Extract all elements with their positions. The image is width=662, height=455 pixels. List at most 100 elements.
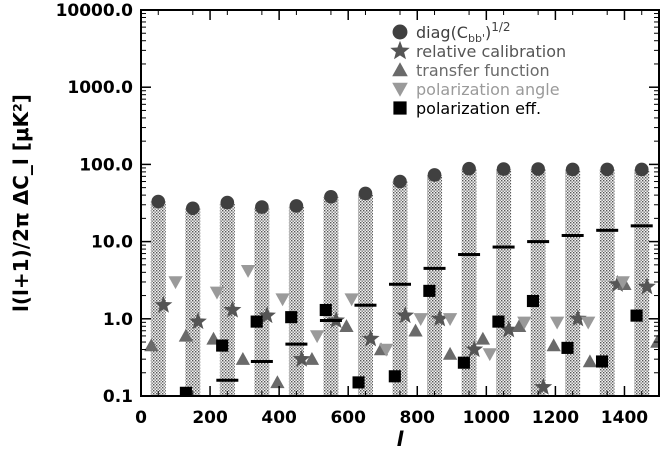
- circle-marker: [427, 168, 442, 182]
- x-tick-label: 1400: [601, 408, 648, 428]
- square-marker: [526, 294, 540, 308]
- y-tick-label: 1000.0: [67, 78, 133, 98]
- dash-marker: [250, 359, 273, 363]
- error-band-bar: [288, 205, 304, 396]
- circle-marker: [185, 201, 200, 216]
- legend-triangle-down-icon: [392, 82, 408, 97]
- circle-marker: [289, 199, 304, 213]
- legend-label: polarization eff.: [416, 99, 541, 118]
- triangle-down-marker: [344, 293, 359, 307]
- error-band-bar: [530, 169, 546, 396]
- star-marker: [292, 349, 311, 367]
- triangle-down-marker: [209, 286, 225, 300]
- star-marker: [361, 329, 380, 347]
- x-axis-label: l: [397, 427, 405, 451]
- square-marker: [423, 284, 436, 297]
- triangle-up-marker: [442, 346, 458, 360]
- y-tick-label: 0.1: [103, 387, 133, 407]
- dash-marker: [354, 303, 377, 307]
- x-tick-label: 0: [135, 408, 147, 428]
- x-tick-label: 800: [400, 408, 436, 428]
- x-tick-label: 200: [192, 408, 228, 428]
- y-tick-label: 10000.0: [56, 1, 134, 21]
- triangle-down-marker: [275, 293, 290, 307]
- circle-marker: [255, 200, 269, 214]
- legend-circle-icon: [392, 24, 408, 40]
- triangle-down-marker: [482, 348, 497, 362]
- axes-layer: 0 200 400 600 800 1000 1200 1400 0.1 1.0 10.0 100.0…: [56, 1, 659, 428]
- square-marker: [457, 356, 470, 369]
- triangle-down-marker: [168, 276, 183, 290]
- star-marker: [465, 340, 484, 358]
- legend-square-icon: [393, 101, 407, 115]
- triangle-down-marker: [615, 276, 630, 290]
- square-marker: [492, 315, 505, 328]
- dash-marker: [216, 378, 239, 382]
- x-tick-label: 1000: [463, 408, 510, 428]
- circle-marker: [496, 162, 511, 176]
- star-marker: [154, 295, 173, 313]
- x-tick-label: 600: [330, 408, 366, 428]
- square-marker: [216, 339, 229, 352]
- star-marker: [189, 312, 207, 330]
- square-marker: [352, 376, 365, 389]
- star-marker: [396, 306, 415, 324]
- dash-marker: [630, 224, 653, 228]
- star-marker: [223, 300, 242, 318]
- data-points-layer: [144, 161, 659, 396]
- error-band-bar: [461, 168, 477, 396]
- circle-marker: [220, 195, 235, 210]
- error-band-bar: [565, 169, 581, 396]
- error-band-bar: [219, 202, 235, 396]
- error-band-bar: [323, 196, 339, 396]
- error-band-bar: [254, 207, 270, 396]
- y-tick-label: 10.0: [91, 233, 133, 253]
- dash-marker: [561, 233, 584, 237]
- triangle-up-marker: [178, 328, 194, 342]
- square-marker: [179, 386, 192, 396]
- triangle-up-marker: [235, 352, 251, 365]
- triangle-up-marker: [304, 352, 320, 365]
- dash-marker: [389, 282, 411, 286]
- circle-marker: [462, 161, 476, 176]
- y-axis-label: l(l+1)/2π ΔC_l [μK²]: [9, 94, 33, 312]
- circle-marker: [151, 194, 166, 209]
- dash-marker: [596, 228, 619, 232]
- circle-marker: [531, 162, 545, 176]
- star-marker: [534, 377, 553, 395]
- error-band-bar: [392, 181, 408, 396]
- legend-label: relative calibration: [416, 42, 566, 61]
- x-tick-label: 1200: [532, 408, 579, 428]
- error-band-bar: [357, 193, 373, 396]
- star-marker: [430, 309, 449, 327]
- dash-marker: [285, 342, 308, 346]
- triangle-up-marker: [582, 354, 598, 368]
- square-marker: [285, 311, 298, 324]
- dash-marker: [492, 245, 515, 249]
- legend-triangle-up-icon: [392, 62, 408, 77]
- triangle-down-marker: [442, 313, 458, 326]
- circle-marker: [324, 190, 338, 204]
- error-band-bar: [599, 169, 615, 396]
- y-tick-label: 100.0: [79, 155, 133, 175]
- dash-marker: [319, 319, 342, 323]
- square-marker: [388, 370, 401, 383]
- triangle-up-marker: [339, 319, 354, 333]
- triangle-up-marker: [270, 375, 285, 389]
- circle-marker: [565, 162, 580, 177]
- circle-marker: [393, 174, 407, 189]
- dash-marker: [458, 253, 481, 257]
- square-marker: [561, 341, 574, 354]
- triangle-up-marker: [408, 323, 423, 337]
- dash-marker: [423, 266, 446, 270]
- triangle-up-marker: [475, 331, 491, 345]
- circle-marker: [634, 162, 649, 177]
- legend-label: diag(Cbb')1/2: [416, 20, 511, 45]
- star-marker: [568, 309, 587, 327]
- y-tick-label: 1.0: [103, 310, 133, 330]
- triangle-down-marker: [549, 316, 565, 330]
- triangle-down-marker: [309, 330, 325, 344]
- star-marker: [638, 277, 656, 295]
